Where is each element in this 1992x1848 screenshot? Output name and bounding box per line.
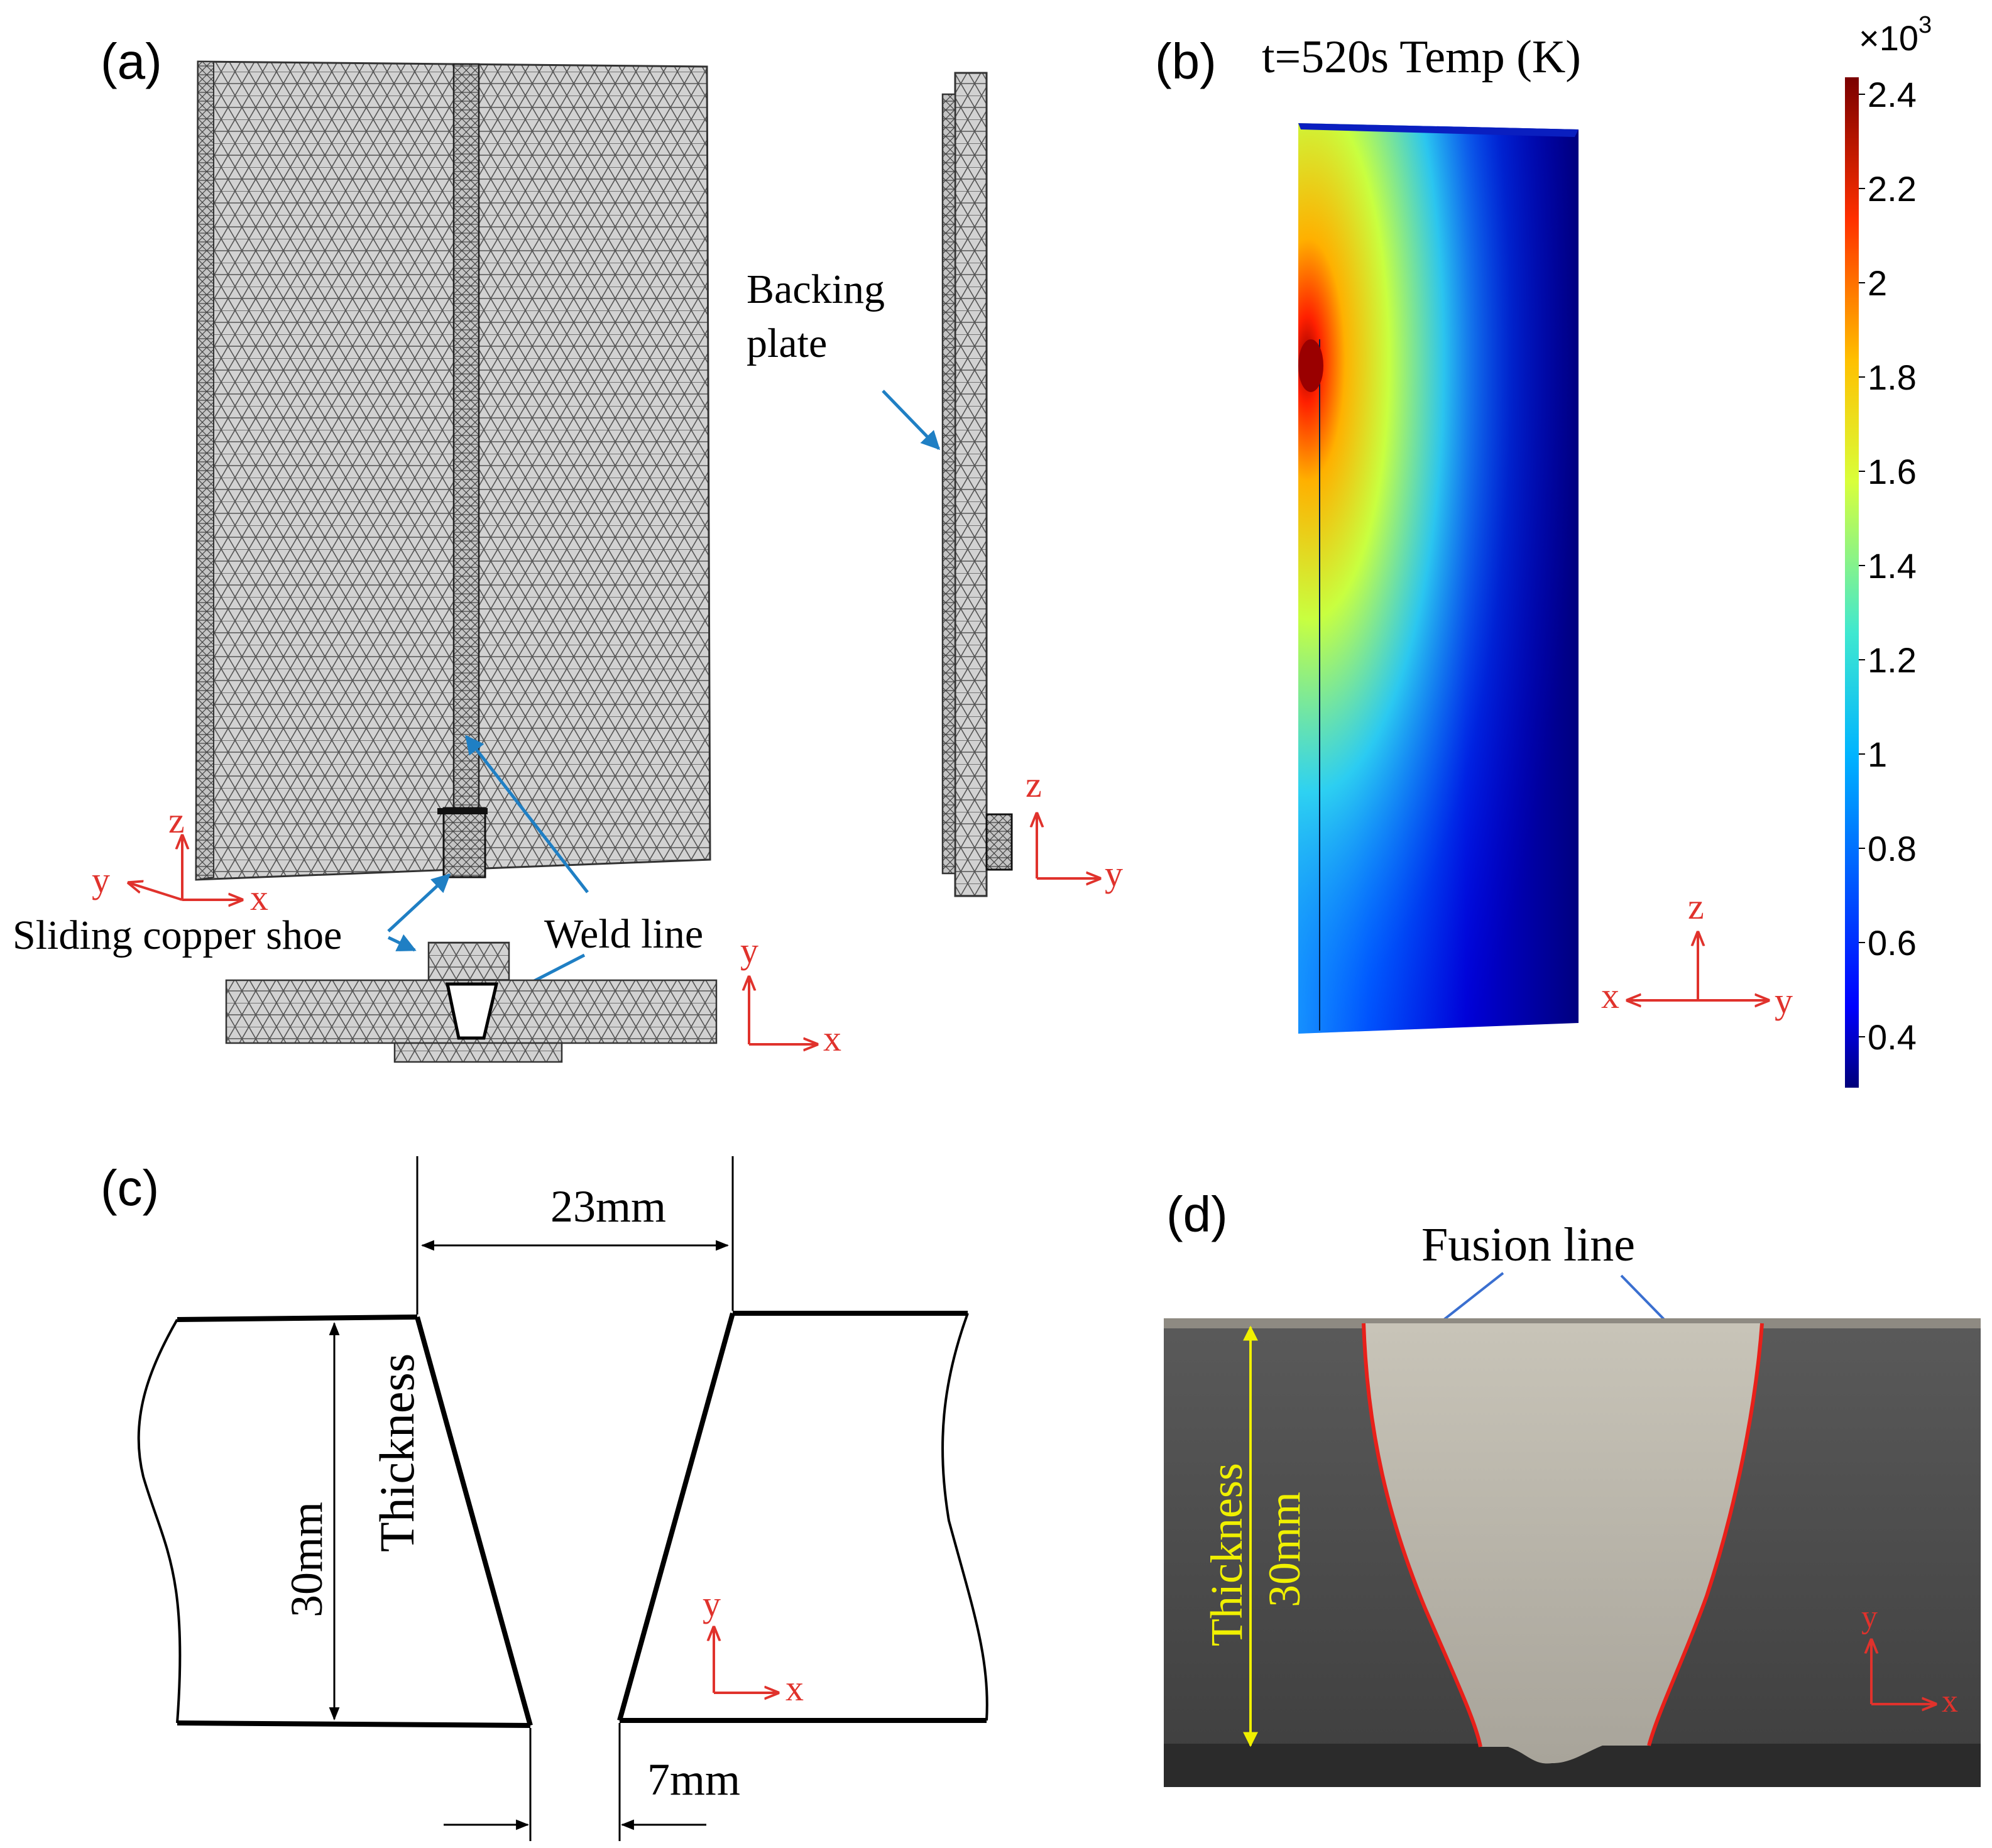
- axis-c-x: x: [785, 1668, 804, 1709]
- axis-side-y: y: [1105, 853, 1123, 894]
- axes-main: z y x: [92, 800, 268, 918]
- colorbar-tick-label: 2.2: [1868, 169, 1917, 209]
- backing-plate-label-1: Backing: [747, 266, 885, 312]
- colorbar-tick-label: 2.4: [1868, 75, 1917, 114]
- colorbar-gradient: [1845, 77, 1859, 1088]
- colorbar-tick-label: 1.2: [1868, 640, 1917, 680]
- axis-z: z: [168, 800, 185, 841]
- colorbar: ×103 2.4 2.2 2 1.8 1.6 1.4 1.2 1 0.8 0.6 0.4: [1845, 12, 1932, 1088]
- weld-line-arrow-up: [465, 735, 589, 894]
- sliding-shoe-top: [437, 808, 488, 814]
- panel-b: (b) t=520s Temp (K) ×103 2.4 2.2 2 1.8 1.6 1.…: [1155, 12, 1932, 1088]
- axes-side: z y: [1026, 764, 1123, 894]
- hot-spot: [1298, 339, 1323, 392]
- thickness-label: Thickness: [369, 1353, 424, 1552]
- top-gap-dimension: 23mm: [416, 1156, 734, 1315]
- colorbar-tick-label: 1.4: [1868, 546, 1917, 586]
- weld-bead: [1364, 1323, 1762, 1764]
- shoe-arrow-down: [387, 934, 417, 952]
- axis-cross-y: y: [740, 930, 758, 971]
- photo-thickness-label: Thickness: [1201, 1463, 1252, 1646]
- axis-d-y: y: [1861, 1599, 1878, 1635]
- backing-plate: [941, 93, 956, 875]
- colorbar-ticks: 2.4 2.2 2 1.8 1.6 1.4 1.2 1 0.8 0.6 0.4: [1859, 75, 1917, 1057]
- axis-b-x: x: [1601, 975, 1619, 1016]
- top-gap-value: 23mm: [550, 1181, 666, 1232]
- groove-left-plate: [137, 1315, 533, 1728]
- side-plate: [954, 72, 988, 897]
- temperature-plate: [1298, 123, 1579, 1034]
- fusion-line-label: Fusion line: [1421, 1218, 1635, 1271]
- panel-c-label: (c): [101, 1160, 159, 1216]
- side-shoe: [985, 813, 1013, 871]
- colorbar-tick-label: 1.8: [1868, 358, 1917, 397]
- thickness-value: 30mm: [282, 1502, 332, 1617]
- photo-thickness: Thickness 30mm: [1201, 1325, 1310, 1747]
- plate-edge: [195, 61, 214, 881]
- colorbar-tick-label: 0.4: [1868, 1017, 1917, 1057]
- backing-plate-label-2: plate: [747, 320, 827, 366]
- sliding-shoe-block: [442, 807, 486, 878]
- panel-a: (a) Backing plate z y x z y: [13, 33, 1123, 1063]
- backing-plate-arrow: [882, 390, 941, 451]
- axis-cross-x: x: [823, 1018, 841, 1059]
- weld-photo: [1164, 1318, 1981, 1787]
- thickness-dimension: 30mm Thickness: [282, 1321, 424, 1721]
- axes-c: y x: [703, 1583, 804, 1709]
- axis-b-y: y: [1775, 980, 1793, 1021]
- panel-c: (c) 23mm 30mm Thickness: [101, 1156, 988, 1841]
- panel-d: (d) Fusion line Thickness 30mm y x: [1164, 1186, 1981, 1787]
- axis-x: x: [250, 877, 268, 918]
- bottom-gap-value: 7mm: [647, 1754, 740, 1805]
- colorbar-tick-label: 1: [1868, 735, 1887, 774]
- axes-d: y x: [1861, 1599, 1958, 1719]
- colorbar-tick-label: 0.6: [1868, 923, 1917, 963]
- panel-a-label: (a): [101, 33, 162, 89]
- fusion-line-right: [1647, 1323, 1764, 1746]
- shoe-arrow-up: [387, 873, 451, 932]
- sliding-shoe-label: Sliding copper shoe: [13, 912, 342, 958]
- weld-channel: [452, 63, 480, 876]
- temperature-title: t=520s Temp (K): [1262, 31, 1581, 83]
- panel-d-label: (d): [1166, 1186, 1228, 1242]
- colorbar-tick-label: 0.8: [1868, 829, 1917, 868]
- panel-b-label: (b): [1155, 33, 1217, 89]
- groove-right-plate: [617, 1311, 988, 1723]
- axis-side-z: z: [1026, 764, 1042, 805]
- axes-b: z x y: [1601, 886, 1793, 1021]
- colorbar-tick-label: 1.6: [1868, 452, 1917, 491]
- cross-section: [225, 941, 718, 1063]
- axis-y: y: [92, 860, 110, 900]
- weld-line-label: Weld line: [544, 911, 703, 957]
- colorbar-tick-label: 2: [1868, 263, 1887, 303]
- axis-b-z: z: [1688, 886, 1704, 927]
- bottom-gap-dimension: 7mm: [444, 1723, 740, 1841]
- fusion-line-left: [1362, 1323, 1482, 1747]
- axis-c-y: y: [703, 1583, 721, 1624]
- axis-d-x: x: [1942, 1683, 1958, 1719]
- photo-thickness-value: 30mm: [1259, 1492, 1310, 1607]
- colorbar-multiplier: ×103: [1859, 12, 1932, 58]
- axes-cross: y x: [740, 930, 841, 1059]
